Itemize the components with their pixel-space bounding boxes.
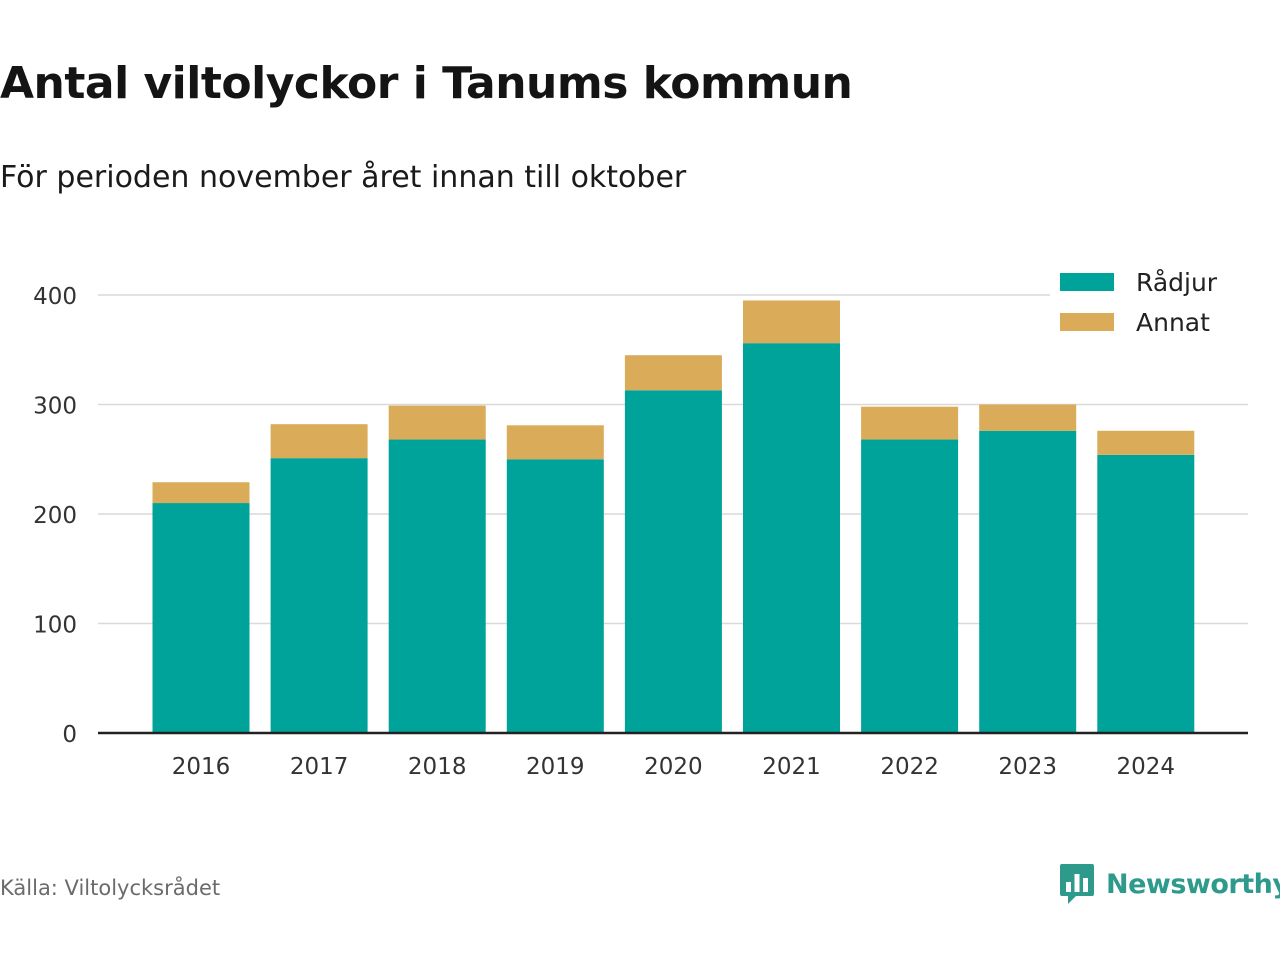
x-tick-label: 2020 — [644, 754, 703, 780]
chart-title: Antal viltolyckor i Tanums kommun — [0, 58, 853, 109]
bar-radjur — [861, 439, 959, 733]
x-tick-label: 2016 — [172, 754, 231, 780]
bar-chart-speech-bubble-icon — [1060, 864, 1094, 904]
bar-annat — [624, 355, 722, 391]
y-tick-label: 400 — [33, 284, 77, 310]
bar-radjur — [152, 503, 250, 733]
x-tick-label: 2021 — [762, 754, 821, 780]
x-tick-label: 2023 — [998, 754, 1057, 780]
y-tick-label: 100 — [33, 613, 77, 639]
legend-swatch-annat — [1060, 313, 1114, 331]
x-tick-label: 2017 — [290, 754, 349, 780]
legend: Rådjur Annat — [1050, 256, 1260, 346]
bar-annat — [743, 300, 840, 344]
bar-radjur — [1097, 454, 1195, 733]
x-tick-label: 2024 — [1117, 754, 1176, 780]
legend-swatch-radjur — [1060, 273, 1114, 291]
y-tick-label: 200 — [33, 503, 77, 529]
legend-item-annat: Annat — [1060, 302, 1260, 342]
bar-radjur — [506, 459, 604, 733]
chart-subtitle: För perioden november året innan till ok… — [0, 160, 687, 195]
legend-label-radjur: Rådjur — [1136, 267, 1218, 297]
bar-annat — [506, 425, 604, 460]
bar-annat — [152, 482, 250, 504]
bar-radjur — [743, 343, 840, 733]
bar-radjur — [270, 458, 368, 733]
y-tick-label: 300 — [33, 394, 77, 420]
bar-annat — [1097, 430, 1195, 455]
y-tick-label: 0 — [62, 722, 77, 748]
x-tick-label: 2018 — [408, 754, 467, 780]
bar-radjur — [979, 430, 1077, 733]
bar-annat — [861, 406, 959, 440]
bar-radjur — [624, 390, 722, 733]
x-tick-label: 2022 — [880, 754, 939, 780]
bar-annat — [270, 424, 368, 459]
bar-annat — [979, 404, 1077, 431]
brand-name: Newsworthy — [1106, 868, 1280, 900]
legend-item-radjur: Rådjur — [1060, 262, 1260, 302]
x-tick-label: 2019 — [526, 754, 585, 780]
bar-annat — [388, 405, 486, 440]
brand-logo: Newsworthy — [1058, 862, 1280, 906]
bar-radjur — [388, 439, 486, 733]
legend-label-annat: Annat — [1136, 307, 1210, 337]
source-note: Källa: Viltolycksrådet — [0, 876, 221, 900]
